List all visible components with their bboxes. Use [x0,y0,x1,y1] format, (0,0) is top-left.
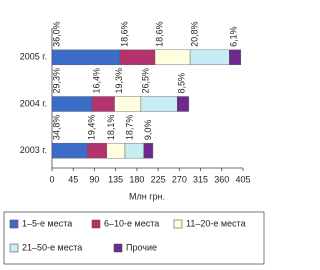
y-tick-label: 2005 г. [20,52,47,62]
x-axis-title: Млн грн. [129,191,165,201]
legend-swatch [113,243,123,253]
legend-swatch [9,243,19,253]
legend-label: Прочие [126,242,157,252]
x-tick-label: 270 [172,174,187,184]
share-label: 18,6% [154,21,164,47]
legend-label: 11–20-е места [186,218,246,228]
x-tick-label: 45 [68,174,78,184]
y-tick-label: 2003 г. [20,145,47,155]
chart: Млн грн. 0 45 90 135 180 225 270 315 360 405 2005 … [3,21,265,265]
share-label: 18,6% [119,21,129,47]
bar-segment [229,49,242,66]
bar-segment [114,96,142,112]
legend-label: 6–10-е места [104,218,159,228]
bar-segment [51,49,121,66]
x-tick-label: 315 [193,174,208,184]
share-label: 36,0% [51,21,61,47]
share-label: 9,0% [143,120,153,141]
bar-segment [189,49,230,66]
x-tick-label: 405 [235,174,250,184]
bar-segment [86,142,107,159]
share-label: 19,3% [114,68,124,94]
bar-segment [51,96,93,112]
bar-segment [119,49,156,66]
share-label: 8,5% [177,73,187,94]
legend-box [3,211,265,265]
share-label: 18,1% [106,115,116,141]
share-label: 26,5% [140,68,150,94]
bar-segment [51,142,88,159]
bar-segment [154,49,191,66]
share-label: 6,1% [229,26,239,47]
bar-segment [106,142,126,159]
share-label: 34,8% [51,115,61,141]
bar-segment [91,96,115,112]
legend-swatch [91,219,101,229]
legend-label: 1–5-е места [22,218,72,228]
x-tick-label: 90 [89,174,99,184]
bar-segment [177,96,190,112]
x-tick-label: 360 [214,174,229,184]
x-tick-label: 135 [108,174,123,184]
x-tick-label: 180 [129,174,144,184]
share-label: 18,7% [124,115,134,141]
share-label: 20,8% [189,21,199,47]
bar-segment [140,96,178,112]
share-label: 16,4% [91,68,101,94]
share-label: 29,3% [51,68,61,94]
bar-segment [143,142,154,159]
legend-swatch [173,219,183,229]
legend-label: 21–50-е места [22,242,82,252]
bar-segment [124,142,145,159]
y-tick-label: 2004 г. [20,98,47,108]
legend-swatch [9,219,19,229]
share-label: 19,4% [87,115,97,141]
x-tick-label: 225 [151,174,166,184]
x-tick-label: 0 [49,174,54,184]
